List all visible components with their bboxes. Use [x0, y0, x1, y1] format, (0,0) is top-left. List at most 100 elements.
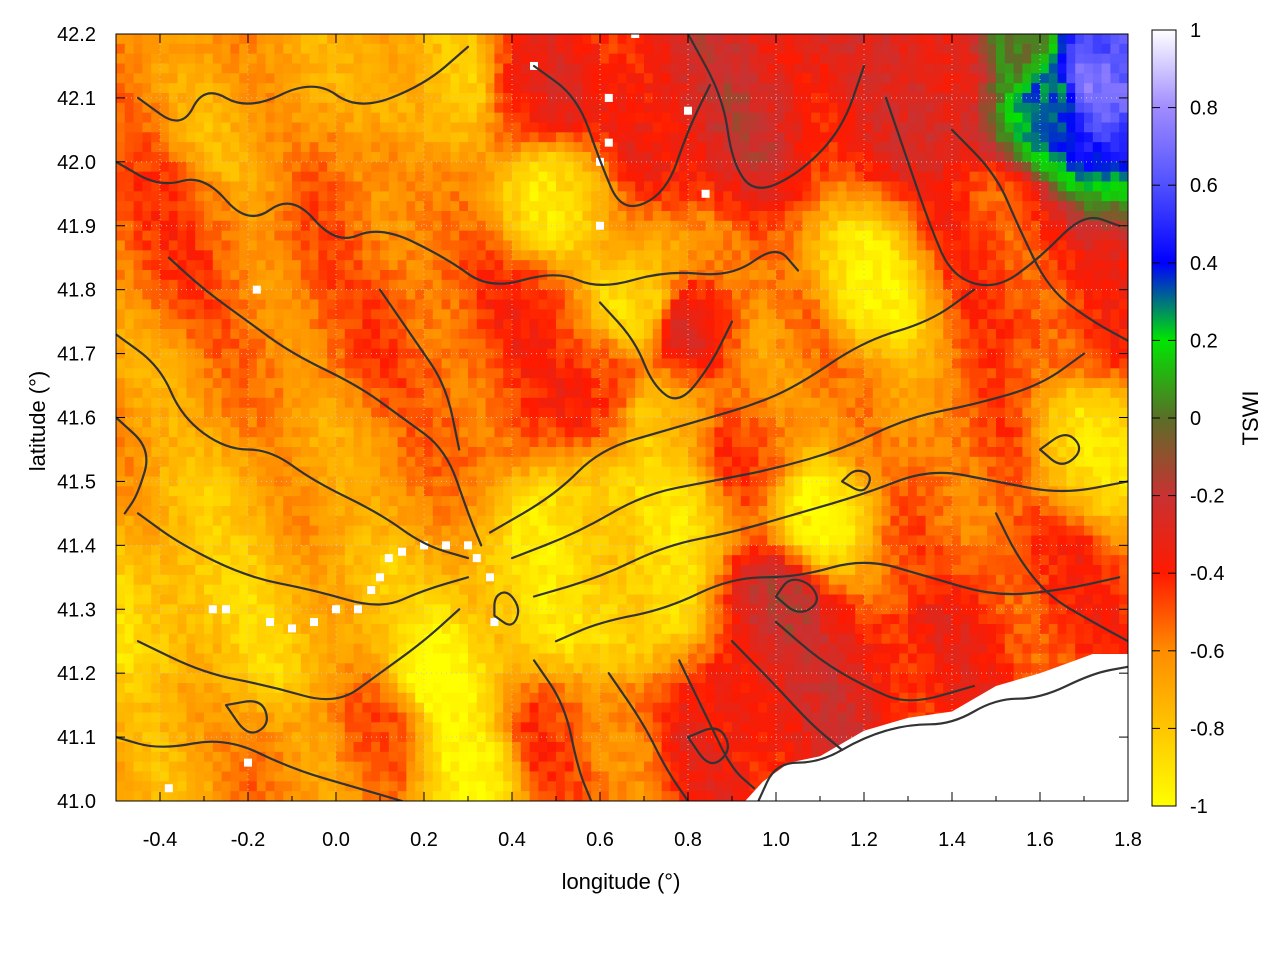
heat-cell	[1075, 142, 1085, 153]
heat-cell	[485, 93, 495, 104]
heat-cell	[1084, 309, 1094, 320]
heat-cell	[740, 299, 751, 310]
heat-cell	[1004, 34, 1015, 45]
heat-cell	[776, 73, 786, 84]
heat-cell	[846, 83, 856, 94]
heat-cell	[212, 220, 223, 232]
heat-cell	[274, 122, 284, 133]
heat-cell	[1066, 338, 1076, 350]
heat-cell	[380, 270, 390, 281]
heat-cell	[987, 211, 997, 222]
heat-cell	[274, 447, 284, 458]
heat-cell	[661, 358, 671, 369]
heat-cell	[450, 201, 460, 212]
heat-cell	[767, 250, 777, 261]
heat-cell	[292, 181, 302, 192]
heat-cell	[925, 279, 935, 291]
heat-cell	[230, 63, 240, 74]
heat-cell	[353, 329, 363, 340]
heat-cell	[934, 83, 944, 94]
heat-cell	[177, 112, 187, 124]
heat-cell	[582, 83, 592, 94]
heat-cell	[1048, 112, 1059, 124]
heat-cell	[362, 289, 372, 301]
heat-cell	[221, 417, 231, 428]
heat-cell	[151, 338, 161, 350]
heat-cell	[476, 397, 487, 409]
heat-cell	[960, 270, 971, 281]
heat-cell	[160, 240, 170, 251]
heat-cell	[749, 34, 759, 45]
heat-cell	[1048, 161, 1059, 173]
heat-cell	[353, 83, 363, 94]
heat-cell	[195, 161, 205, 173]
heat-cell	[908, 73, 918, 84]
heat-cell	[758, 93, 768, 104]
heat-cell	[459, 407, 469, 419]
heat-cell	[723, 230, 733, 242]
heat-cell	[177, 289, 187, 301]
heat-cell	[626, 43, 636, 55]
heat-cell	[732, 43, 742, 55]
heat-cell	[881, 211, 891, 222]
heat-cell	[142, 407, 152, 419]
heat-cell	[318, 152, 328, 163]
heat-cell	[1031, 43, 1041, 55]
heat-cell	[239, 122, 249, 133]
heat-cell	[591, 358, 601, 369]
heat-cell	[908, 417, 918, 428]
heat-cell	[1040, 34, 1050, 45]
heat-cell	[336, 309, 346, 320]
heat-cell	[864, 368, 874, 379]
heat-cell	[151, 289, 161, 301]
heat-cell	[512, 240, 522, 251]
heat-cell	[116, 378, 126, 389]
heat-cell	[644, 191, 654, 202]
heat-cell	[661, 309, 671, 320]
heat-cell	[468, 220, 478, 232]
heat-cell	[168, 378, 179, 389]
heat-cell	[960, 63, 971, 74]
heat-cell	[151, 220, 161, 232]
heat-cell	[256, 191, 267, 202]
heat-cell	[142, 388, 152, 399]
heat-cell	[855, 132, 865, 143]
heat-cell	[811, 181, 821, 192]
heat-cell	[608, 112, 619, 124]
heat-cell	[740, 161, 751, 173]
heat-cell	[512, 53, 522, 65]
heat-cell	[960, 329, 971, 340]
heat-cell	[723, 437, 733, 448]
heat-cell	[943, 437, 953, 448]
heat-cell	[1075, 83, 1085, 94]
heat-cell	[547, 299, 557, 310]
heat-cell	[864, 447, 874, 458]
heat-cell	[274, 279, 284, 291]
heat-cell	[538, 102, 548, 114]
heat-cell	[1092, 132, 1103, 143]
heat-cell	[828, 211, 839, 222]
heat-cell	[177, 456, 187, 468]
heat-cell	[265, 181, 275, 192]
heat-cell	[1075, 279, 1085, 291]
heat-cell	[758, 171, 768, 183]
heat-cell	[776, 63, 786, 74]
heat-cell	[767, 417, 777, 428]
heat-cell	[732, 132, 742, 143]
heat-cell	[371, 112, 381, 124]
heat-cell	[1004, 417, 1015, 428]
heat-cell	[591, 102, 601, 114]
heat-cell	[168, 122, 179, 133]
heat-cell	[520, 289, 531, 301]
heat-cell	[652, 388, 663, 399]
heat-cell	[186, 338, 196, 350]
heat-cell	[116, 358, 126, 369]
heat-cell	[846, 122, 856, 133]
heat-cell	[1092, 142, 1103, 153]
heat-cell	[441, 73, 451, 84]
heat-cell	[1075, 171, 1085, 183]
heat-cell	[168, 427, 179, 438]
heat-cell	[732, 279, 742, 291]
heat-cell	[1101, 329, 1111, 340]
heat-cell	[459, 201, 469, 212]
